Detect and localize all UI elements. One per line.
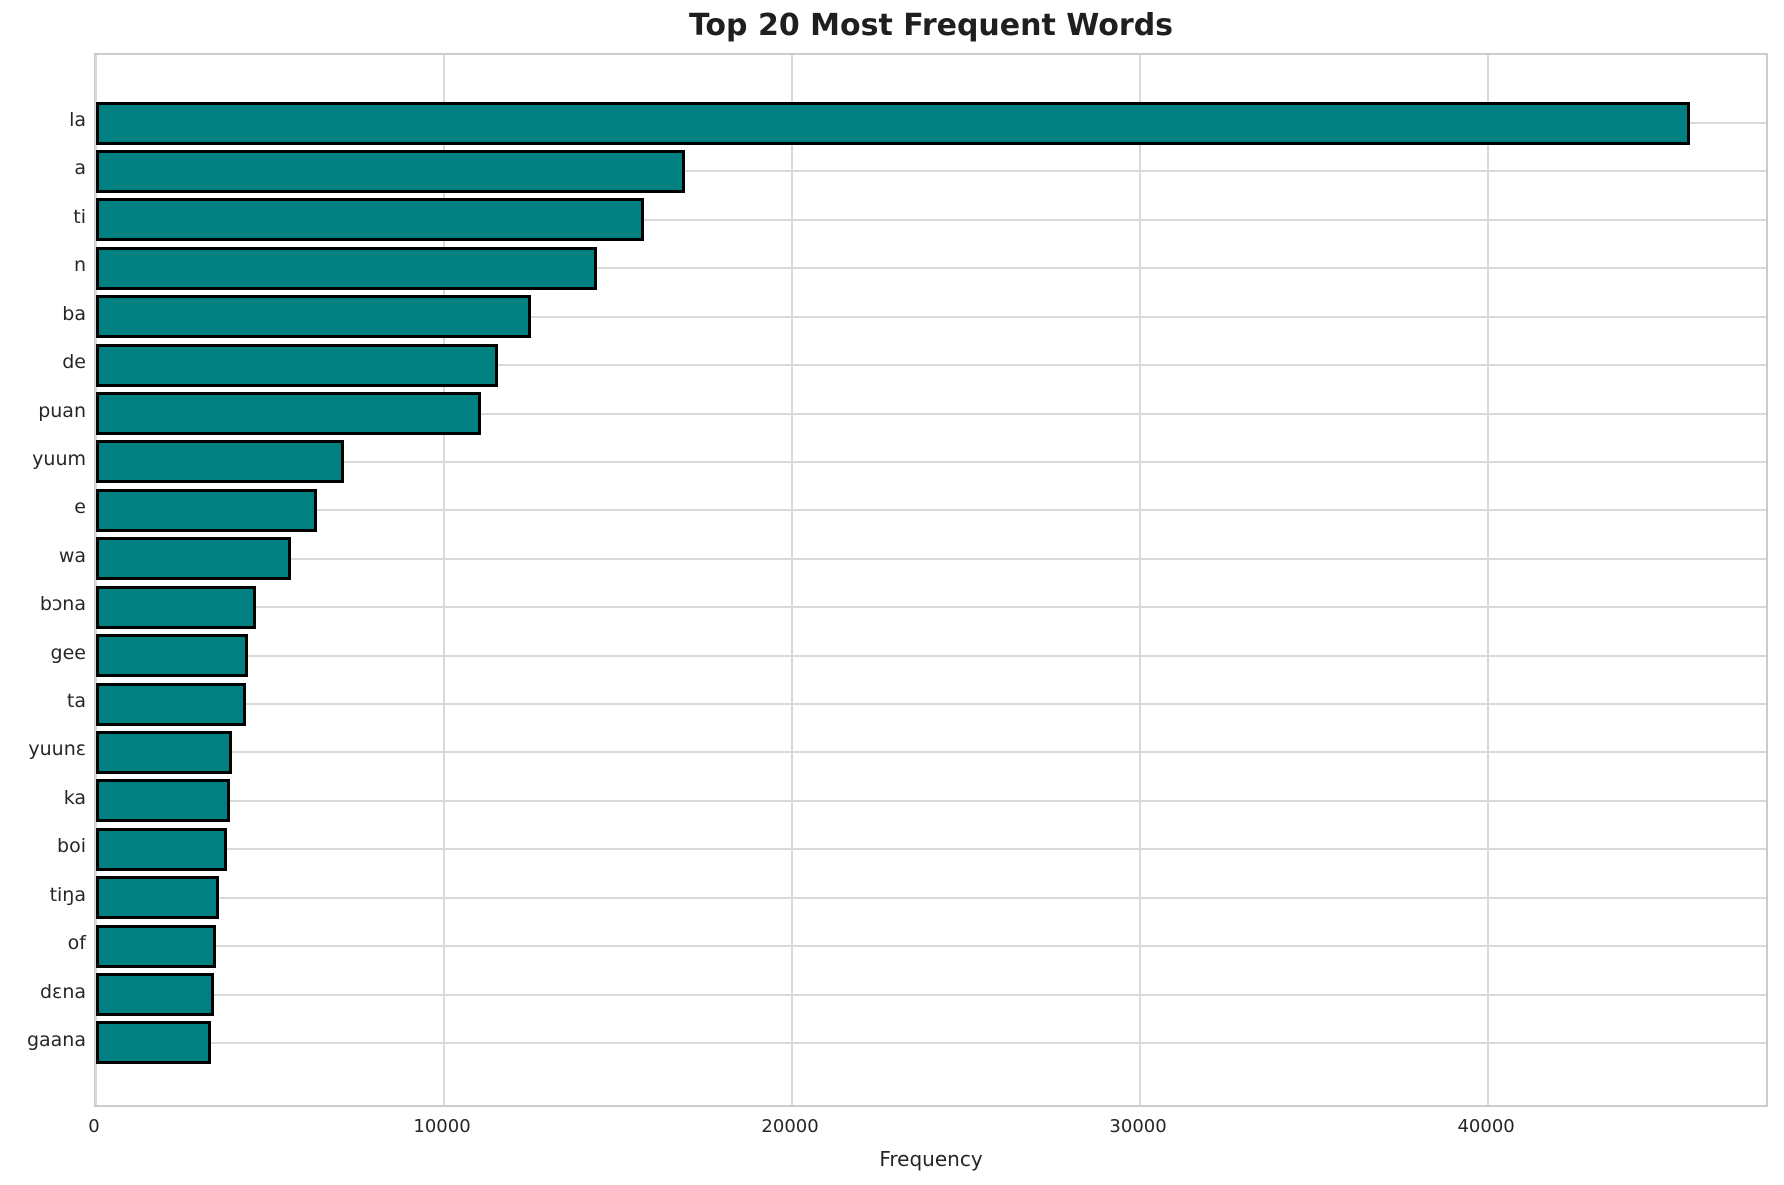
gridline-y-dɛna <box>96 993 1766 996</box>
bar-gaana <box>96 1021 211 1065</box>
bar-e <box>96 488 317 532</box>
bar-of <box>96 924 217 968</box>
gridline-x-40000 <box>1487 55 1490 1105</box>
gridline-y-a <box>96 170 1766 173</box>
gridline-x-30000 <box>1139 55 1142 1105</box>
y-tick-label: ka <box>63 786 86 809</box>
y-tick-label: a <box>74 157 86 180</box>
y-tick-label: of <box>67 932 86 955</box>
y-tick-label: gaana <box>26 1028 86 1051</box>
gridline-y-boi <box>96 848 1766 851</box>
gridline-y-de <box>96 364 1766 367</box>
gridline-y-tiŋa <box>96 896 1766 899</box>
gridline-y-e <box>96 509 1766 512</box>
gridline-y-yuunɛ <box>96 751 1766 754</box>
gridline-x-20000 <box>791 55 794 1105</box>
bar-boi <box>96 827 227 871</box>
gridline-y-n <box>96 267 1766 270</box>
gridline-y-bɔna <box>96 606 1766 609</box>
y-tick-label: gee <box>50 641 86 664</box>
gridline-y-ka <box>96 799 1766 802</box>
gridline-y-wa <box>96 557 1766 560</box>
bar-dɛna <box>96 973 214 1017</box>
gridline-y-puan <box>96 412 1766 415</box>
x-tick-label: 20000 <box>761 1116 819 1137</box>
y-tick-label: boi <box>57 835 86 858</box>
x-axis-label: Frequency <box>879 1147 983 1171</box>
bar-de <box>96 343 499 387</box>
y-tick-label: e <box>74 496 86 519</box>
bar-ka <box>96 779 231 823</box>
bar-yuum <box>96 440 344 484</box>
y-tick-label: tiŋa <box>49 883 86 906</box>
bar-bɔna <box>96 585 257 629</box>
bar-puan <box>96 392 482 436</box>
bar-ba <box>96 295 532 339</box>
bar-tiŋa <box>96 876 219 920</box>
bar-gee <box>96 634 248 678</box>
y-tick-label: la <box>69 109 86 131</box>
gridline-y-ti <box>96 218 1766 221</box>
gridline-y-ta <box>96 703 1766 706</box>
y-tick-label: n <box>73 254 86 277</box>
gridline-y-yuum <box>96 460 1766 463</box>
bar-n <box>96 246 597 290</box>
x-tick-label: 0 <box>88 1116 100 1137</box>
gridline-y-of <box>96 945 1766 948</box>
plot-area <box>94 53 1768 1107</box>
y-tick-label: puan <box>38 399 86 422</box>
bar-ti <box>96 198 644 242</box>
y-tick-label: de <box>62 351 86 374</box>
x-tick-label: 40000 <box>1457 1116 1515 1137</box>
bar-wa <box>96 537 291 581</box>
gridline-y-gaana <box>96 1041 1766 1044</box>
gridline-y-ba <box>96 315 1766 318</box>
chart-title: Top 20 Most Frequent Words <box>688 8 1174 43</box>
y-tick-label: yuum <box>32 447 86 470</box>
y-tick-label: ta <box>66 690 86 713</box>
y-tick-label: wa <box>58 544 86 567</box>
bar-ta <box>96 682 246 726</box>
gridline-x-10000 <box>443 55 446 1105</box>
y-tick-label: ti <box>73 205 86 228</box>
y-tick-label: dɛna <box>39 980 86 1003</box>
gridline-y-gee <box>96 654 1766 657</box>
y-tick-label: bɔna <box>39 593 86 616</box>
x-tick-label: 30000 <box>1109 1116 1167 1137</box>
x-tick-label: 10000 <box>413 1116 471 1137</box>
bar-la <box>96 101 1690 145</box>
y-tick-label: yuunɛ <box>28 738 86 761</box>
bar-a <box>96 149 685 193</box>
y-tick-label: ba <box>62 302 86 325</box>
bar-yuunɛ <box>96 730 232 774</box>
